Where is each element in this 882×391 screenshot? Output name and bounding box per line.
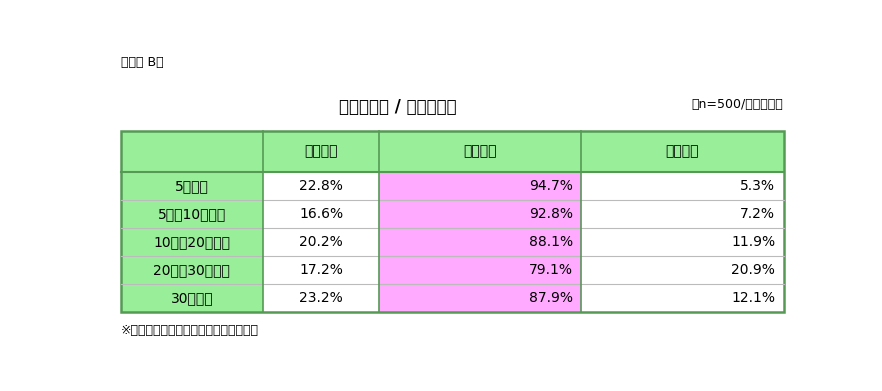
- Bar: [263, 172, 379, 200]
- Text: ※背景色付きは、最も回答率が高い項目: ※背景色付きは、最も回答率が高い項目: [121, 324, 258, 337]
- Text: 22.8%: 22.8%: [299, 179, 343, 193]
- Bar: [121, 131, 783, 312]
- Text: 17.2%: 17.2%: [299, 263, 343, 277]
- Bar: [121, 131, 263, 172]
- Text: （図表 B）: （図表 B）: [121, 56, 163, 69]
- Bar: [263, 284, 379, 312]
- Text: 11.9%: 11.9%: [731, 235, 775, 249]
- Text: 23.2%: 23.2%: [299, 291, 343, 305]
- Bar: [379, 256, 581, 284]
- Text: 10年〜20年未満: 10年〜20年未満: [153, 235, 230, 249]
- Text: 79.1%: 79.1%: [529, 263, 573, 277]
- Bar: [121, 228, 263, 256]
- Text: 仲が悪い: 仲が悪い: [666, 145, 699, 158]
- Bar: [263, 228, 379, 256]
- Text: 5年未満: 5年未満: [175, 179, 209, 193]
- Text: 5.3%: 5.3%: [740, 179, 775, 193]
- Text: （n=500/単一回答）: （n=500/単一回答）: [691, 98, 783, 111]
- Bar: [379, 200, 581, 228]
- Bar: [581, 284, 783, 312]
- Bar: [263, 256, 379, 284]
- Text: 5年〜10年未満: 5年〜10年未満: [158, 207, 226, 221]
- Text: 仲が良い: 仲が良い: [463, 145, 497, 158]
- Bar: [121, 284, 263, 312]
- Bar: [121, 172, 263, 200]
- Text: 92.8%: 92.8%: [529, 207, 573, 221]
- Bar: [121, 256, 263, 284]
- Text: 夫婦仲調査 / 結婚年数別: 夫婦仲調査 / 結婚年数別: [339, 98, 456, 116]
- Text: 30年以上: 30年以上: [170, 291, 213, 305]
- Text: 20.2%: 20.2%: [299, 235, 343, 249]
- Bar: [263, 200, 379, 228]
- Bar: [581, 256, 783, 284]
- Text: 16.6%: 16.6%: [299, 207, 343, 221]
- Bar: [121, 200, 263, 228]
- Bar: [581, 172, 783, 200]
- Bar: [379, 131, 581, 172]
- Text: 7.2%: 7.2%: [740, 207, 775, 221]
- Bar: [379, 284, 581, 312]
- Text: 88.1%: 88.1%: [529, 235, 573, 249]
- Bar: [263, 131, 379, 172]
- Text: 20年〜30年未満: 20年〜30年未満: [153, 263, 230, 277]
- Bar: [581, 228, 783, 256]
- Text: 94.7%: 94.7%: [529, 179, 573, 193]
- Text: 87.9%: 87.9%: [529, 291, 573, 305]
- Bar: [581, 131, 783, 172]
- Text: 12.1%: 12.1%: [731, 291, 775, 305]
- Bar: [379, 172, 581, 200]
- Bar: [379, 228, 581, 256]
- Text: 回答割合: 回答割合: [304, 145, 338, 158]
- Bar: [581, 200, 783, 228]
- Text: 20.9%: 20.9%: [731, 263, 775, 277]
